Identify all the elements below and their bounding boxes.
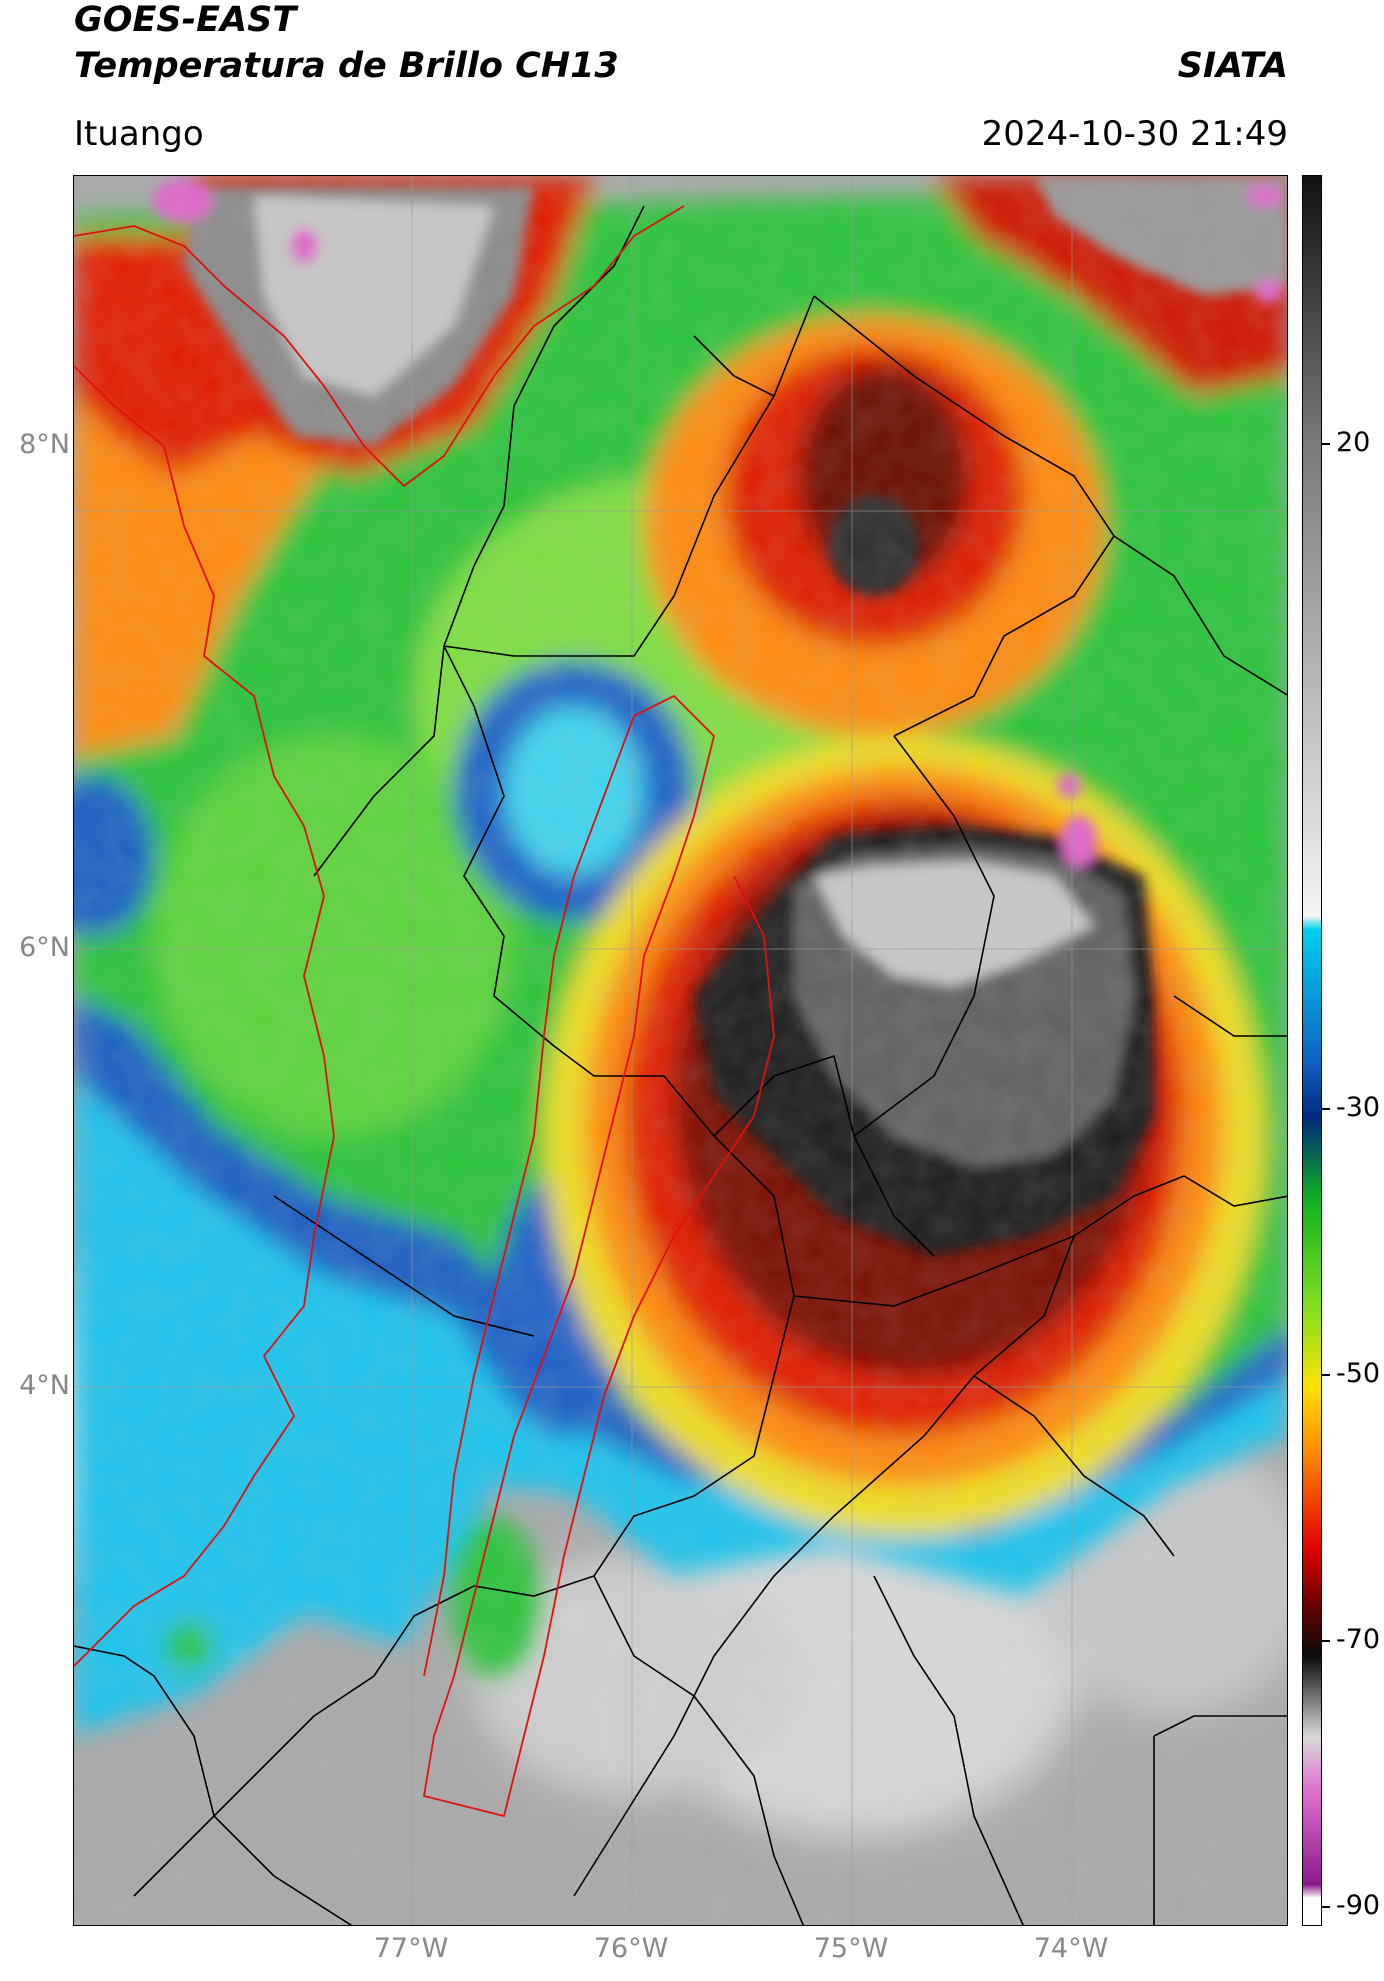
admin-border: [273, 1195, 535, 1337]
colorbar-label-minus50: -50: [1336, 1358, 1381, 1389]
antioquia-border: [423, 715, 635, 1677]
admin-border: [594, 1075, 1287, 1307]
agency-label: SIATA: [1177, 46, 1288, 86]
timestamp-label: 2024-10-30 21:49: [981, 114, 1288, 154]
coastline: [74, 365, 335, 1667]
colorbar-label-20: 20: [1336, 427, 1371, 458]
colorbar-tick: [1322, 443, 1330, 445]
graticule: [74, 176, 1287, 1925]
lat-label-4n: 4°N: [19, 1370, 70, 1401]
colorbar-tick: [1322, 1906, 1330, 1908]
admin-border: [693, 335, 775, 397]
antioquia-border: [74, 205, 685, 488]
antioquia-border: [422, 694, 775, 1818]
admin-border: [74, 1645, 353, 1925]
admin-border: [593, 1575, 805, 1925]
admin-border: [713, 1054, 935, 1257]
lon-label-75w: 75°W: [813, 1933, 889, 1964]
colorbar-label-minus70: -70: [1336, 1624, 1381, 1655]
admin-border: [313, 645, 445, 877]
admin-border: [573, 1235, 1075, 1897]
admin-border: [873, 1575, 1024, 1925]
colorbar: [1302, 175, 1322, 1926]
colorbar-label-minus30: -30: [1336, 1092, 1381, 1123]
colorbar-tick: [1322, 1374, 1330, 1376]
admin-border: [973, 1375, 1175, 1557]
lat-label-8n: 8°N: [19, 429, 70, 460]
colorbar-label-minus90: -90: [1336, 1890, 1381, 1921]
title-satellite: GOES-EAST: [74, 0, 297, 40]
lon-label-74w: 74°W: [1033, 1933, 1109, 1964]
lon-label-76w: 76°W: [593, 1933, 669, 1964]
admin-border: [1113, 535, 1287, 696]
admin-border: [1173, 995, 1287, 1037]
lat-label-6n: 6°N: [19, 932, 70, 963]
cloud-texture: [74, 176, 1287, 1925]
admin-borders: [74, 205, 1287, 1925]
colorbar-tick: [1322, 1640, 1330, 1642]
admin-border: [1153, 1715, 1287, 1737]
lon-label-77w: 77°W: [373, 1933, 449, 1964]
satellite-map[interactable]: [73, 175, 1288, 1926]
department-borders: [74, 205, 775, 1818]
admin-border: [133, 1295, 795, 1897]
location-label: Ituango: [74, 114, 204, 154]
colorbar-tick: [1322, 1108, 1330, 1110]
map-canvas: [74, 176, 1287, 1925]
title-product: Temperatura de Brillo CH13: [74, 46, 619, 86]
admin-border: [853, 735, 995, 1137]
